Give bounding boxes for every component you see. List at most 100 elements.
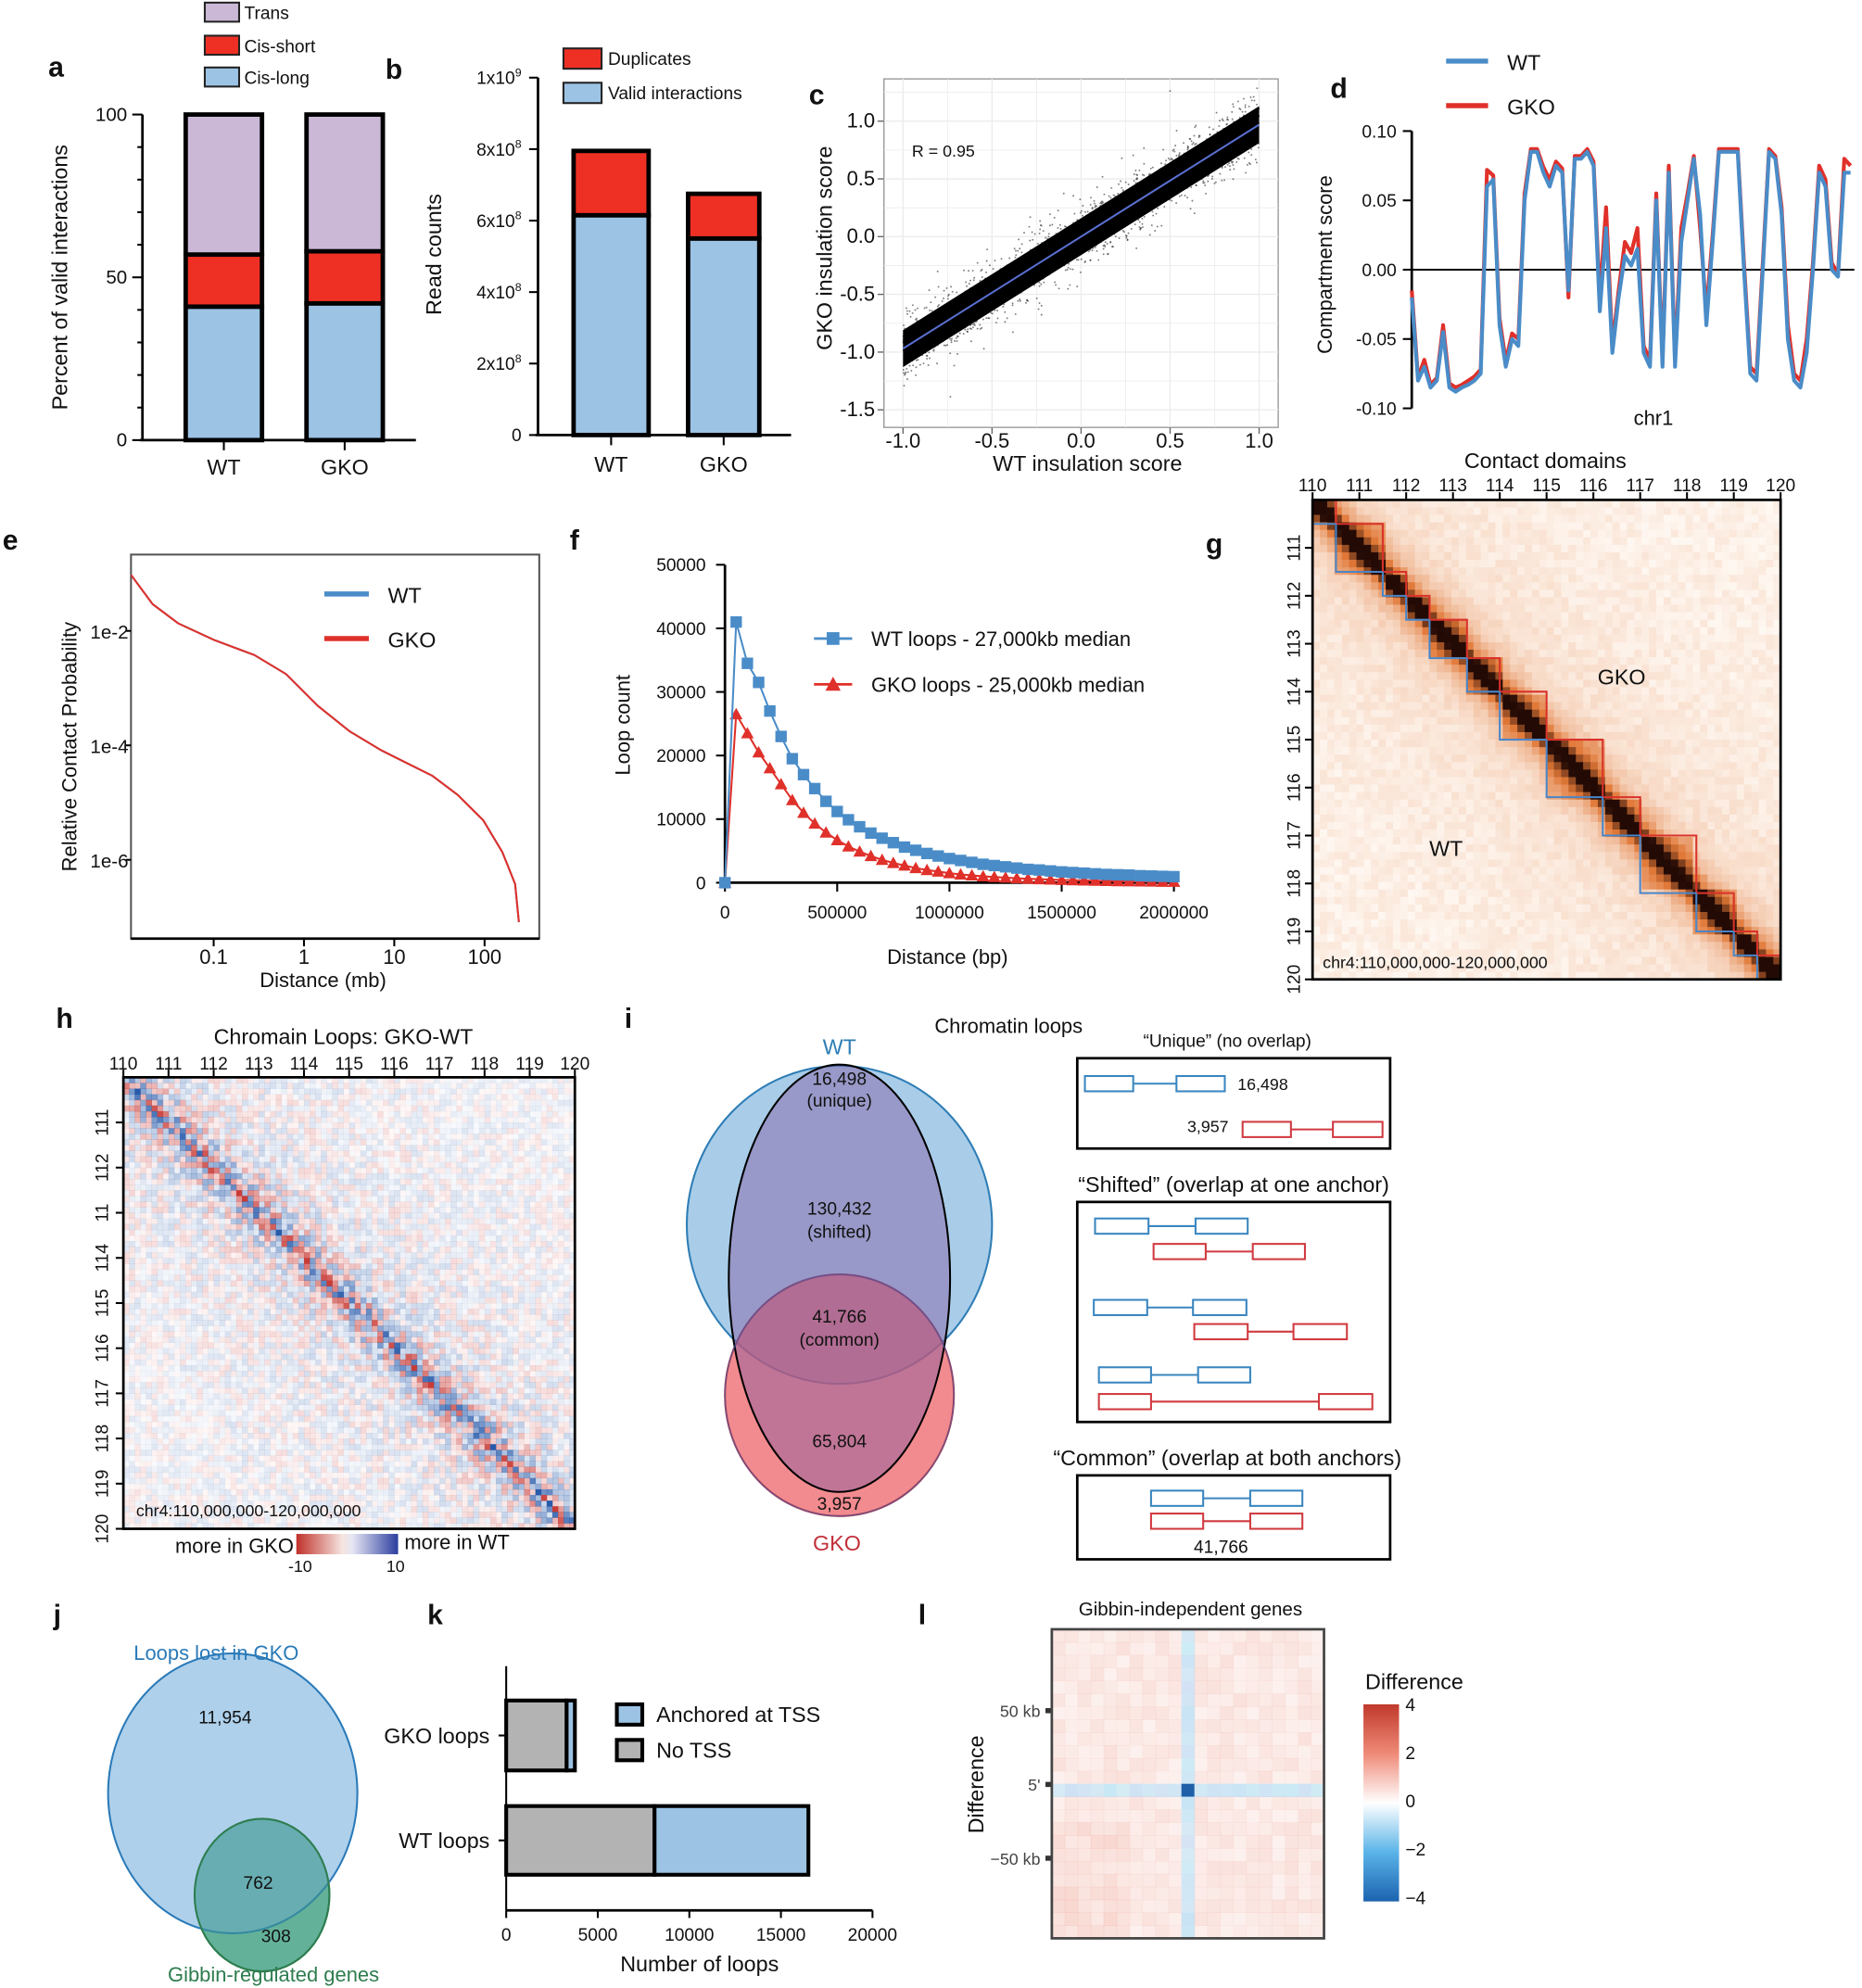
heatmap-cell bbox=[1641, 537, 1650, 546]
heatmap-cell bbox=[1715, 575, 1723, 583]
heatmap-cell bbox=[1312, 507, 1321, 515]
scatter-point bbox=[945, 327, 947, 330]
heatmap-cell bbox=[1743, 650, 1753, 658]
scatter-point bbox=[929, 321, 931, 323]
heatmap-cell bbox=[1502, 507, 1511, 515]
scatter-point bbox=[1159, 181, 1162, 184]
heatmap-cell bbox=[1363, 731, 1372, 741]
scatter-point bbox=[1140, 226, 1142, 229]
heatmap-cell bbox=[1619, 507, 1628, 515]
heatmap-cell bbox=[1334, 821, 1343, 830]
heatmap-cell bbox=[1378, 604, 1387, 614]
scatter-point bbox=[1190, 186, 1193, 188]
legend-swatch bbox=[562, 47, 603, 70]
heatmap-cell bbox=[1437, 551, 1445, 561]
heatmap-cell bbox=[1510, 560, 1518, 568]
heatmap-cell bbox=[1334, 679, 1343, 688]
heatmap-cell bbox=[1546, 754, 1554, 763]
heatmap-cell bbox=[1451, 619, 1460, 628]
heatmap-cell bbox=[1634, 582, 1642, 590]
heatmap-cell bbox=[1480, 634, 1488, 643]
scatter-point bbox=[1248, 138, 1251, 141]
heatmap-cell bbox=[1707, 687, 1716, 695]
heatmap-cell bbox=[1553, 634, 1562, 643]
scatter-point bbox=[1040, 249, 1043, 252]
scatter-point bbox=[1069, 258, 1071, 260]
scatter-point bbox=[1229, 157, 1232, 159]
scatter-point bbox=[1232, 178, 1235, 181]
heatmap-cell bbox=[1670, 582, 1679, 590]
heatmap-cell bbox=[1700, 784, 1708, 793]
heatmap-cell bbox=[1386, 612, 1394, 621]
heatmap-cell bbox=[1437, 537, 1445, 546]
heatmap-cell bbox=[1568, 529, 1577, 538]
heatmap-cell bbox=[1473, 747, 1482, 755]
scatter-point bbox=[937, 329, 940, 332]
heatmap-cell bbox=[1553, 567, 1562, 576]
heatmap-cell bbox=[1751, 604, 1759, 614]
heatmap-cell bbox=[1525, 679, 1533, 688]
scatter-point bbox=[1232, 106, 1235, 108]
heatmap-cell bbox=[1729, 544, 1738, 553]
heatmap-cell bbox=[1429, 604, 1438, 614]
heatmap-cell bbox=[1553, 791, 1562, 801]
heatmap-cell bbox=[1363, 560, 1372, 568]
heatmap-cell bbox=[1715, 529, 1723, 538]
heatmap-cell bbox=[1531, 777, 1540, 785]
heatmap-cell bbox=[1539, 777, 1548, 785]
heatmap-cell bbox=[1670, 604, 1679, 614]
data-point-wt bbox=[1067, 867, 1079, 879]
heatmap-cell bbox=[1700, 694, 1708, 703]
scatter-point bbox=[974, 298, 977, 300]
scatter-point bbox=[1223, 179, 1226, 182]
heatmap-cell bbox=[1444, 791, 1452, 801]
heatmap-cell bbox=[1576, 821, 1584, 830]
scatter-point bbox=[1134, 209, 1136, 211]
heatmap-cell bbox=[1349, 702, 1357, 711]
scatter-point bbox=[1019, 247, 1021, 250]
heatmap-cell bbox=[1649, 560, 1657, 568]
heatmap-cell bbox=[1531, 597, 1540, 605]
scatter-point bbox=[1229, 146, 1232, 149]
heatmap-cell bbox=[1576, 679, 1584, 688]
scatter-point bbox=[1023, 280, 1026, 283]
scatter-point bbox=[1197, 179, 1199, 182]
heatmap-cell bbox=[1429, 806, 1438, 816]
heatmap-cell bbox=[1539, 514, 1548, 524]
scatter-point bbox=[1121, 189, 1124, 192]
heatmap-cell bbox=[1678, 627, 1687, 636]
scatter-point bbox=[1167, 175, 1170, 178]
scatter-point bbox=[907, 334, 910, 336]
scatter-point bbox=[1143, 194, 1146, 196]
heatmap-cell bbox=[1773, 507, 1781, 515]
heatmap-cell bbox=[1356, 687, 1364, 695]
scatter-point bbox=[1083, 236, 1085, 239]
scatter-point bbox=[1229, 129, 1232, 132]
scatter-point bbox=[1129, 209, 1132, 212]
heatmap-cell bbox=[1546, 582, 1554, 590]
heatmap-cell bbox=[1663, 702, 1672, 711]
scatter-point bbox=[1121, 198, 1123, 201]
scatter-point bbox=[1090, 220, 1093, 222]
heatmap-cell bbox=[1729, 597, 1738, 605]
heatmap-cell bbox=[1634, 529, 1642, 538]
heatmap-cell bbox=[1444, 837, 1452, 845]
heatmap-cell bbox=[1641, 612, 1650, 621]
heatmap-cell bbox=[1619, 641, 1628, 651]
scatter-point bbox=[1187, 158, 1190, 161]
scatter-point bbox=[1035, 266, 1038, 269]
heatmap-cell bbox=[1773, 537, 1781, 546]
scatter-point bbox=[1192, 142, 1195, 144]
scatter-point bbox=[1117, 193, 1120, 195]
heatmap-cell bbox=[1641, 724, 1650, 733]
heatmap-cell bbox=[1597, 821, 1606, 830]
heatmap-cell bbox=[1641, 687, 1650, 695]
heatmap-cell bbox=[1590, 551, 1599, 561]
heatmap-cell bbox=[1583, 544, 1591, 553]
heatmap-cell bbox=[1356, 597, 1364, 605]
heatmap-cell bbox=[1334, 709, 1343, 718]
y-tick-label: -0.5 bbox=[840, 282, 875, 305]
heatmap-cell bbox=[1458, 582, 1467, 590]
heatmap-cell bbox=[1678, 650, 1687, 658]
heatmap-cell bbox=[1612, 589, 1620, 598]
